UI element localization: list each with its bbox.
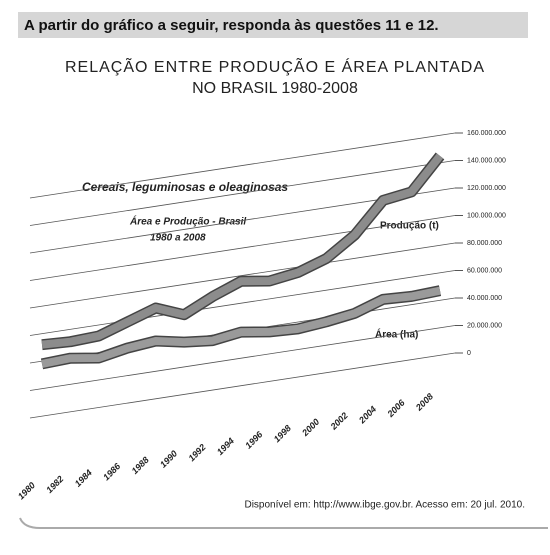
x-tick-label: 1988 xyxy=(130,455,151,476)
x-tick-label: 2004 xyxy=(356,404,378,426)
grid-line xyxy=(29,242,456,309)
y-tick-label: 60.000.000 xyxy=(467,267,502,274)
y-tick-label: 140.000.000 xyxy=(467,157,506,164)
x-tick-label: 1980 xyxy=(16,480,37,501)
header-bar xyxy=(18,12,528,38)
header: A partir do gráfico a seguir, responda à… xyxy=(24,17,439,34)
series-line xyxy=(41,153,444,349)
chart-title: RELAÇÃO ENTRE PRODUÇÃO E ÁREA PLANTADA xyxy=(65,56,485,76)
x-tick-label: 1984 xyxy=(73,467,94,488)
x-tick-label: 1994 xyxy=(215,436,236,457)
x-tick-label: 2000 xyxy=(299,417,321,439)
y-tick-label: 80.000.000 xyxy=(467,240,502,247)
grid-line xyxy=(29,352,456,419)
annotation: Cereais, leguminosas e oleaginosas xyxy=(82,180,288,194)
y-tick-label: 40.000.000 xyxy=(467,295,502,302)
grid-line xyxy=(29,325,456,391)
annotation: 1980 a 2008 xyxy=(150,233,206,244)
frame xyxy=(19,517,548,529)
source: Disponível em: http://www.ibge.gov.br. A… xyxy=(244,500,525,511)
x-tick-label: 2002 xyxy=(328,410,350,432)
series-line xyxy=(41,286,441,368)
y-tick-label: 20.000.000 xyxy=(467,322,502,329)
grid-line xyxy=(29,160,456,226)
grid-line xyxy=(29,132,456,199)
x-tick-label: 1990 xyxy=(158,448,179,469)
y-tick-label: 100.000.000 xyxy=(467,212,506,219)
grid-line xyxy=(29,215,456,281)
x-tick-label: 1982 xyxy=(44,474,65,495)
series-label: Produção (t) xyxy=(380,221,439,232)
grid-line xyxy=(29,270,456,336)
x-tick-label: 1998 xyxy=(272,423,293,444)
x-tick-label: 1996 xyxy=(243,429,265,451)
y-tick-label: 120.000.000 xyxy=(467,185,506,192)
y-tick-label: 160.000.000 xyxy=(467,130,506,137)
chart-title: NO BRASIL 1980-2008 xyxy=(192,80,358,97)
annotation: Área e Produção - Brasil xyxy=(129,215,246,228)
y-tick-label: 0 xyxy=(467,350,471,357)
x-tick-label: 1992 xyxy=(186,442,207,463)
x-tick-label: 2008 xyxy=(413,391,435,413)
x-tick-label: 2006 xyxy=(385,397,408,420)
x-tick-label: 1986 xyxy=(101,460,123,482)
